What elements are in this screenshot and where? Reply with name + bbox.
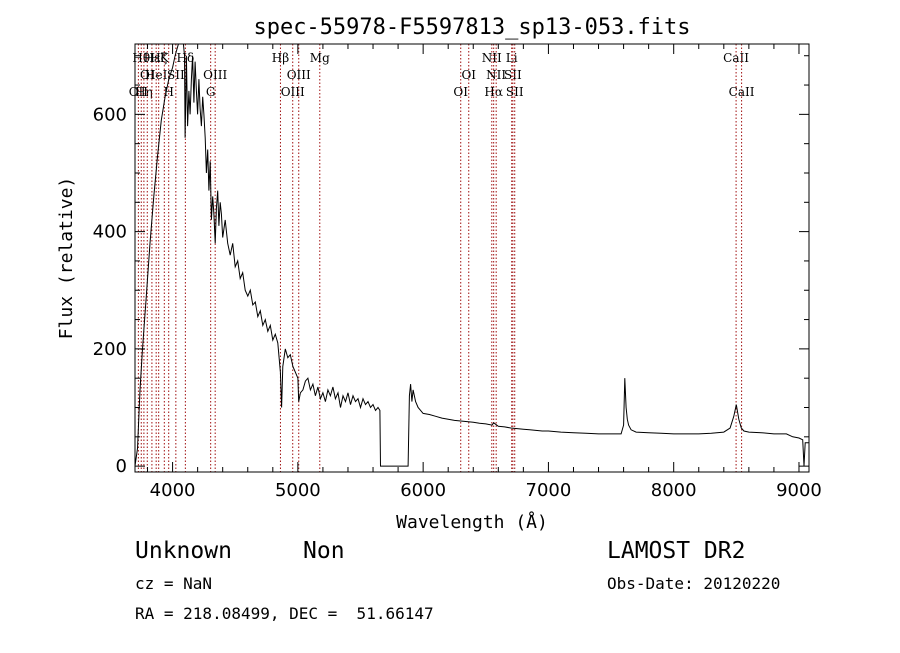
line-marker-label: HeI: [145, 68, 168, 82]
plot-frame: [134, 43, 810, 473]
x-tick-label: 4000: [150, 480, 196, 501]
line-marker-label: Hθ: [132, 51, 150, 65]
line-marker-label: Li: [506, 51, 518, 65]
line-marker-label: H: [163, 85, 173, 99]
survey-name: LAMOST DR2: [607, 538, 746, 564]
line-marker-label: CaII: [729, 85, 755, 99]
line-marker-label: Hβ: [272, 51, 289, 65]
obs-date: Obs-Date: 20120220: [607, 574, 781, 593]
coordinates: RA = 218.08499, DEC = 51.66147: [135, 604, 434, 623]
line-marker-label: Hη: [135, 85, 153, 99]
x-tick-label: 8000: [651, 480, 697, 501]
line-marker-label: CaII: [723, 51, 749, 65]
line-marker-label: Hδ: [177, 51, 195, 65]
line-marker-label: OI: [140, 68, 155, 82]
line-marker-label: G: [206, 85, 216, 99]
x-tick-label: 9000: [776, 480, 822, 501]
line-marker-label: NII: [486, 68, 506, 82]
emission-line-markers: OIIHθHηOIHεHeIHζKHSIIHδGOIIIHβOIIIOIIIMg…: [129, 44, 755, 472]
x-tick-label: 7000: [526, 480, 572, 501]
axis-ticks: 4000 5000 6000 7000 8000 9000 0 200 400 600: [93, 44, 822, 501]
spectrum-series: [135, 44, 809, 467]
line-marker-label: SII: [506, 85, 524, 99]
spectrum-line: [135, 44, 809, 467]
object-class: Unknown: [135, 538, 232, 564]
line-marker-label: OII: [129, 85, 149, 99]
line-marker-label: K: [160, 51, 170, 65]
x-axis-label: Wavelength (Å): [396, 511, 548, 533]
line-marker-label: OI: [453, 85, 468, 99]
line-marker-label: Mg: [310, 51, 330, 65]
line-marker-label: Hζ: [150, 51, 167, 65]
cz-value: cz = NaN: [135, 574, 213, 593]
y-tick-label: 400: [93, 222, 127, 243]
y-tick-label: 200: [93, 339, 127, 360]
line-marker-label: OIII: [287, 68, 311, 82]
line-marker-label: OIII: [281, 85, 305, 99]
y-tick-label: 600: [93, 104, 127, 125]
object-subclass: Non: [303, 538, 345, 564]
y-tick-label: 0: [116, 456, 127, 477]
y-axis-label: Flux (relative): [56, 177, 77, 340]
chart-title: spec-55978-F5597813_sp13-053.fits: [253, 15, 690, 40]
line-marker-label: OI: [461, 68, 476, 82]
line-marker-label: OIII: [203, 68, 227, 82]
x-tick-label: 5000: [275, 480, 321, 501]
x-tick-label: 6000: [400, 480, 446, 501]
line-marker-label: Hα: [484, 85, 503, 99]
line-marker-label: SII: [504, 68, 522, 82]
line-marker-label: NII: [482, 51, 502, 65]
